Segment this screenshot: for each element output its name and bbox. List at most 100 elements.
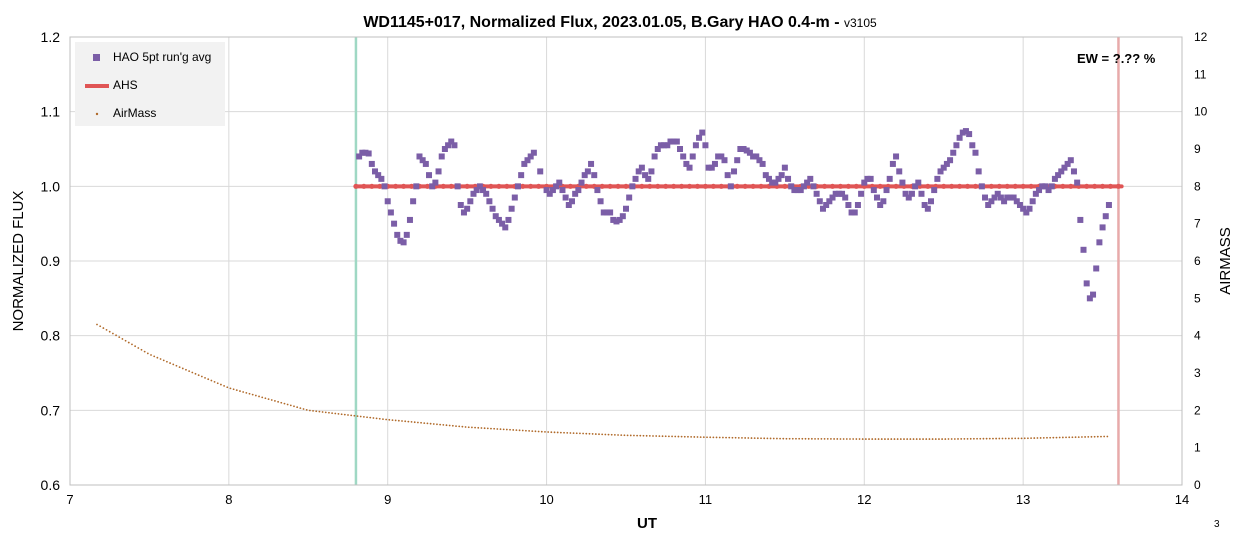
flux-point	[829, 194, 836, 201]
airmass-point	[1036, 437, 1039, 439]
airmass-point	[1055, 436, 1058, 439]
flux-point	[530, 149, 537, 156]
ahs-point	[671, 183, 677, 189]
airmass-point	[480, 427, 483, 429]
airmass-point	[801, 437, 804, 440]
flux-point	[654, 146, 661, 152]
ahs-point	[988, 183, 994, 189]
flux-point	[842, 194, 849, 201]
airmass-point	[471, 426, 473, 429]
flux-point	[397, 237, 404, 244]
ahs-point	[686, 183, 693, 189]
airmass-point	[388, 418, 391, 421]
airmass-point	[159, 358, 162, 360]
flux-point	[426, 172, 433, 179]
legend-label: AHS	[113, 78, 138, 92]
flux-point	[800, 183, 807, 190]
flux-point	[883, 187, 890, 194]
ahs-point	[964, 183, 971, 189]
airmass-point	[486, 427, 489, 430]
flux-point	[997, 194, 1004, 201]
airmass-point	[490, 427, 492, 430]
flux-point	[1096, 239, 1103, 246]
airmass-point	[150, 354, 152, 356]
airmass-point	[1093, 435, 1096, 438]
flux-point	[943, 160, 950, 167]
flux-point	[750, 153, 757, 160]
airmass-point	[566, 431, 569, 434]
airmass-point	[102, 327, 105, 329]
flux-series	[356, 128, 1112, 302]
airmass-point	[258, 395, 260, 398]
airmass-point	[620, 434, 623, 437]
flux-point	[870, 187, 877, 194]
flux-point	[372, 168, 379, 175]
airmass-point	[766, 437, 769, 440]
airmass-point	[353, 414, 356, 417]
airmass-point	[591, 433, 594, 435]
vertical-markers	[354, 37, 1120, 485]
airmass-point	[718, 436, 721, 439]
airmass-point	[842, 438, 845, 440]
flux-point	[975, 168, 982, 175]
airmass-point	[251, 393, 254, 396]
airmass-point	[817, 437, 820, 440]
airmass-point	[375, 417, 378, 420]
flux-point	[499, 220, 506, 227]
flux-point	[788, 183, 795, 190]
y2-tick-label: 2	[1194, 403, 1201, 417]
airmass-point	[191, 371, 194, 374]
airmass-point	[1096, 435, 1099, 438]
flux-point	[686, 164, 693, 171]
airmass-point	[852, 438, 855, 440]
flux-point	[797, 187, 804, 194]
flux-point	[918, 190, 925, 197]
flux-point	[832, 190, 839, 197]
flux-point	[956, 134, 963, 141]
airmass-point	[1103, 435, 1106, 438]
airmass-point	[1061, 436, 1064, 439]
flux-point	[476, 183, 483, 190]
flux-point	[928, 198, 935, 205]
airmass-point	[906, 438, 909, 440]
airmass-point	[509, 428, 511, 431]
y2-tick-label: 0	[1194, 478, 1201, 492]
ahs-point	[949, 183, 955, 189]
airmass-point	[674, 435, 677, 438]
dot-marker-icon	[95, 112, 99, 116]
airmass-point	[642, 434, 645, 437]
flux-point	[572, 190, 579, 197]
airmass-point	[1065, 436, 1067, 439]
airmass-point	[823, 437, 826, 440]
flux-point	[356, 153, 363, 160]
square-marker-icon	[93, 54, 100, 61]
flux-point	[619, 213, 626, 220]
ahs-point	[837, 183, 844, 189]
airmass-point	[378, 417, 381, 420]
airmass-point	[474, 426, 476, 429]
airmass-point	[598, 433, 600, 436]
flux-point	[1099, 224, 1106, 231]
airmass-point	[429, 422, 432, 425]
airmass-point	[683, 435, 686, 438]
flux-point	[1061, 164, 1068, 171]
ahs-point	[694, 183, 701, 189]
airmass-point	[1033, 437, 1036, 439]
airmass-point	[299, 407, 302, 409]
ahs-point	[782, 183, 788, 189]
airmass-point	[941, 438, 944, 440]
flux-point	[877, 202, 884, 208]
flux-point	[880, 198, 887, 205]
legend-item-ahs: AHS	[75, 76, 225, 96]
flux-point	[934, 175, 941, 182]
flux-point	[435, 168, 442, 175]
ahs-point	[1060, 183, 1066, 189]
flux-point	[1029, 198, 1036, 205]
flux-point	[924, 205, 931, 212]
airmass-point	[458, 425, 461, 428]
flux-point	[1007, 194, 1014, 201]
flux-point	[1058, 168, 1065, 175]
airmass-point	[547, 431, 550, 433]
flux-point	[368, 160, 375, 167]
